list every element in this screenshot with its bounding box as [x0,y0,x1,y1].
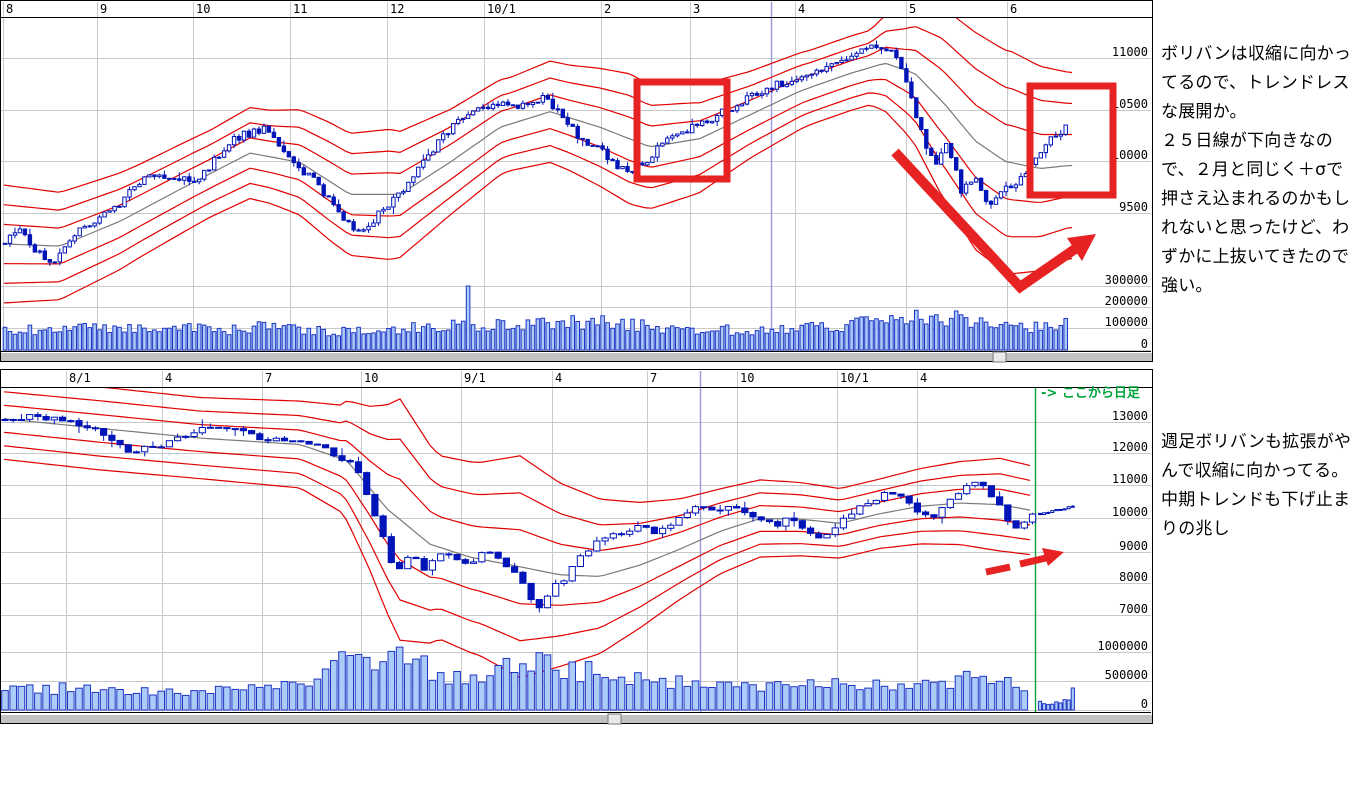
svg-text:0: 0 [1141,697,1148,711]
svg-text:13000: 13000 [1112,409,1148,423]
svg-text:4: 4 [798,2,805,16]
svg-text:6: 6 [1010,2,1017,16]
arrow-shaft [891,148,1078,294]
daily-chart: 8 9 10 11 12 10/1 2 3 4 5 6 11000 10500 10000 9500 3000… [0,0,1153,363]
svg-text:8/1: 8/1 [69,371,91,385]
bollinger-band-line [3,46,1072,229]
svg-text:9000: 9000 [1119,539,1148,553]
svg-text:1000000: 1000000 [1097,639,1148,653]
svg-text:12000: 12000 [1112,440,1148,454]
arrow-shaft [1019,554,1047,568]
svg-text:200000: 200000 [1105,294,1148,308]
note-line: 押さえ込まれるのかもし [1161,189,1351,209]
moving-average-line [3,62,1073,247]
note-line: 強い。 [1161,276,1213,296]
volume-bars [1037,687,1075,711]
x-axis-labels: 8/1 4 7 10 9/1 4 7 10 10/1 4 [69,371,927,385]
daily-start-label: -> ここから日足 [1041,386,1140,401]
note-line: ずかに上抜いてきたので [1161,247,1350,267]
volume-bars [1,646,1029,711]
svg-text:4: 4 [555,371,562,385]
bollinger-band-line [104,388,1031,504]
note-line: てるので、トレンドレス [1161,73,1350,93]
svg-text:3: 3 [693,2,700,16]
candles [1038,505,1075,516]
svg-text:9500: 9500 [1119,200,1148,214]
svg-text:7000: 7000 [1119,602,1148,616]
y-axis-labels: 11000 10500 10000 9500 300000 200000 100000 0 [1105,45,1148,351]
bollinger-band-line [3,104,1073,304]
svg-text:10000: 10000 [1112,148,1148,162]
note-line: んで収縮に向かってる。 [1161,461,1349,481]
svg-text:2: 2 [604,2,611,16]
svg-text:10: 10 [364,371,378,385]
svg-text:4: 4 [165,371,172,385]
candles [2,40,1068,266]
highlight-rect [633,78,731,183]
svg-text:300000: 300000 [1105,273,1148,287]
volume-bars [2,285,1069,351]
svg-text:5: 5 [909,2,916,16]
svg-text:10: 10 [196,2,210,16]
weekly-chart: 8/1 4 7 10 9/1 4 7 10 10/1 4 13000 12000 11000 10000 9… [0,369,1153,725]
note-line: 週足ボリバンも拡張がや [1161,432,1352,452]
bollinger-band-line [3,92,1073,284]
hand-annotations [985,548,1064,576]
svg-text:8000: 8000 [1119,570,1148,584]
svg-text:8: 8 [6,2,13,16]
daily-analysis-note: ボリバンは収縮に向かっ てるので、トレンドレス な展開か。 ２５日線が下向きなの で、２… [1161,40,1367,301]
note-line: な展開か。 [1161,102,1247,122]
bollinger-band-line [3,78,1073,265]
svg-text:10/1: 10/1 [840,371,869,385]
highlight-rect [1026,82,1117,199]
note-line: りの兆し [1161,519,1230,539]
bollinger-band-line [3,26,1073,211]
svg-text:500000: 500000 [1105,668,1148,682]
svg-text:9: 9 [100,2,107,16]
x-axis-labels: 8 9 10 11 12 10/1 2 3 4 5 6 [6,2,1017,16]
hand-annotations [633,78,1117,294]
svg-text:0: 0 [1141,337,1148,351]
scrollbar-track[interactable] [1,715,1152,723]
arrow-shaft [985,563,1011,576]
svg-text:11000: 11000 [1112,45,1148,59]
svg-text:7: 7 [265,371,272,385]
note-line: 中期トレンドも下げ止ま [1161,490,1351,510]
svg-text:7: 7 [650,371,657,385]
svg-text:4: 4 [920,371,927,385]
arrow-head [1042,548,1064,566]
weekly-analysis-note: 週足ボリバンも拡張がや んで収縮に向かってる。 中期トレンドも下げ止ま りの兆し [1161,428,1367,544]
candles [1,412,1037,613]
svg-text:10500: 10500 [1112,97,1148,111]
bollinger-band-line [3,431,1031,606]
svg-text:9/1: 9/1 [464,371,486,385]
svg-text:100000: 100000 [1105,315,1148,329]
svg-text:11: 11 [293,2,307,16]
note-line: で、２月と同じく＋σで [1161,160,1344,180]
svg-text:11000: 11000 [1112,472,1148,486]
bollinger-band-line [3,391,1031,526]
svg-text:10/1: 10/1 [487,2,516,16]
bollinger-band-line [3,445,1031,642]
svg-text:10000: 10000 [1112,505,1148,519]
bollinger-band-line [3,18,1073,193]
scrollbar-thumb[interactable] [607,713,622,725]
y-axis-labels: 13000 12000 11000 10000 9000 8000 7000 1000000 5… [1097,409,1148,711]
note-line: れないと思ったけど、わ [1161,218,1350,238]
svg-text:12: 12 [390,2,404,16]
scrollbar-thumb[interactable] [992,351,1007,363]
arrow-head [1067,234,1096,261]
scrollbar-track[interactable] [1,353,1152,361]
note-line: ２５日線が下向きなの [1161,131,1333,151]
note-line: ボリバンは収縮に向かっ [1161,44,1352,64]
svg-text:10: 10 [740,371,754,385]
